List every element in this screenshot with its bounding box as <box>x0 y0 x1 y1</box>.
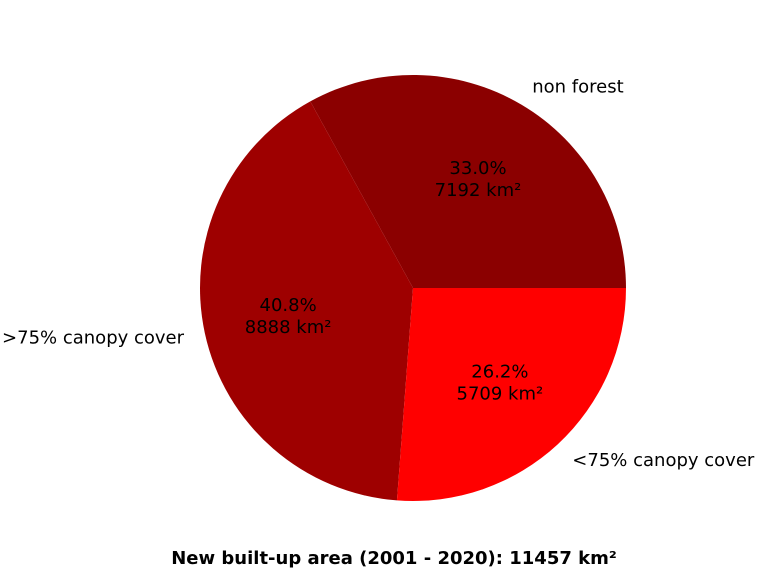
pie-slice <box>310 74 626 288</box>
slice-area-text: 8888 km² <box>245 317 332 338</box>
slice-category-labels: non forest >75% canopy cover <75% canopy c… <box>2 76 755 471</box>
slice-value-label: 40.8% 8888 km² <box>245 295 332 338</box>
slice-percent-text: 33.0% <box>449 158 506 179</box>
slice-value-label: 26.2% 5709 km² <box>457 362 544 405</box>
slice-area-text: 7192 km² <box>435 180 522 201</box>
slice-category-label: <75% canopy cover <box>572 450 755 471</box>
pie-slice <box>396 288 626 502</box>
slice-value-label: 33.0% 7192 km² <box>435 158 522 201</box>
chart-title: New built-up area (2001 - 2020): 11457 k… <box>171 548 617 569</box>
slice-area-text: 5709 km² <box>457 384 544 405</box>
pie-slice <box>199 101 413 501</box>
slice-value-labels: 33.0% 7192 km² 40.8% 8888 km² 26.2% 5709 km² <box>245 158 544 405</box>
slice-percent-text: 26.2% <box>471 362 528 383</box>
pie-slices <box>199 74 626 502</box>
slice-category-label: non forest <box>532 76 623 97</box>
slice-percent-text: 40.8% <box>260 295 317 316</box>
slice-category-label: >75% canopy cover <box>2 328 185 349</box>
